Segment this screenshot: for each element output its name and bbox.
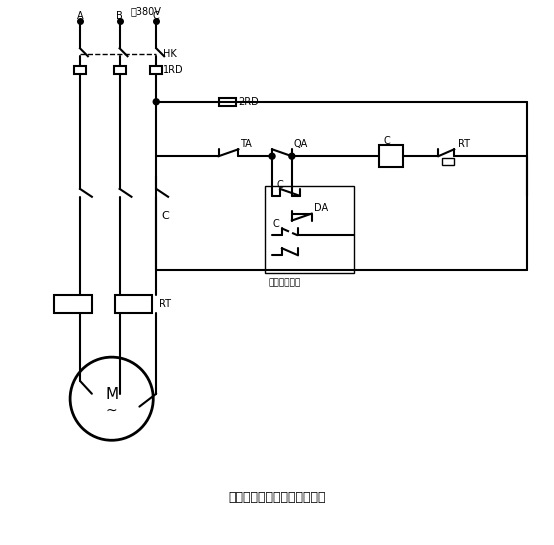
Text: C: C [384, 136, 391, 147]
Text: C: C [153, 11, 160, 21]
Text: QA: QA [294, 140, 308, 149]
Bar [265, 186, 354, 273]
Bar [150, 66, 162, 74]
Circle shape [289, 153, 295, 159]
Bar [74, 66, 86, 74]
Circle shape [153, 99, 159, 105]
Text: RT: RT [159, 299, 171, 308]
Text: ~: ~ [106, 404, 117, 417]
Text: 2RD: 2RD [238, 97, 259, 107]
Text: 点动常开接钮: 点动常开接钮 [268, 278, 300, 287]
Text: HK: HK [163, 49, 177, 59]
Circle shape [269, 153, 275, 159]
Text: C: C [161, 210, 169, 221]
Text: TA: TA [240, 140, 252, 149]
Text: ～380V: ～380V [131, 5, 162, 16]
Text: A: A [76, 11, 83, 21]
Text: 1RD: 1RD [163, 65, 184, 75]
Text: 既能点动又能长期工作的控制: 既能点动又能长期工作的控制 [228, 491, 326, 504]
Bar [54, 295, 92, 313]
Bar [379, 146, 403, 167]
Bar [115, 295, 152, 313]
Text: DA: DA [314, 203, 328, 213]
Text: RT: RT [458, 140, 470, 149]
Text: B: B [116, 11, 123, 21]
Bar [219, 98, 237, 106]
Bar [442, 158, 454, 165]
Text: C: C [272, 220, 279, 229]
Text: M: M [105, 387, 118, 402]
Text: C: C [276, 180, 283, 190]
Bar [114, 66, 126, 74]
